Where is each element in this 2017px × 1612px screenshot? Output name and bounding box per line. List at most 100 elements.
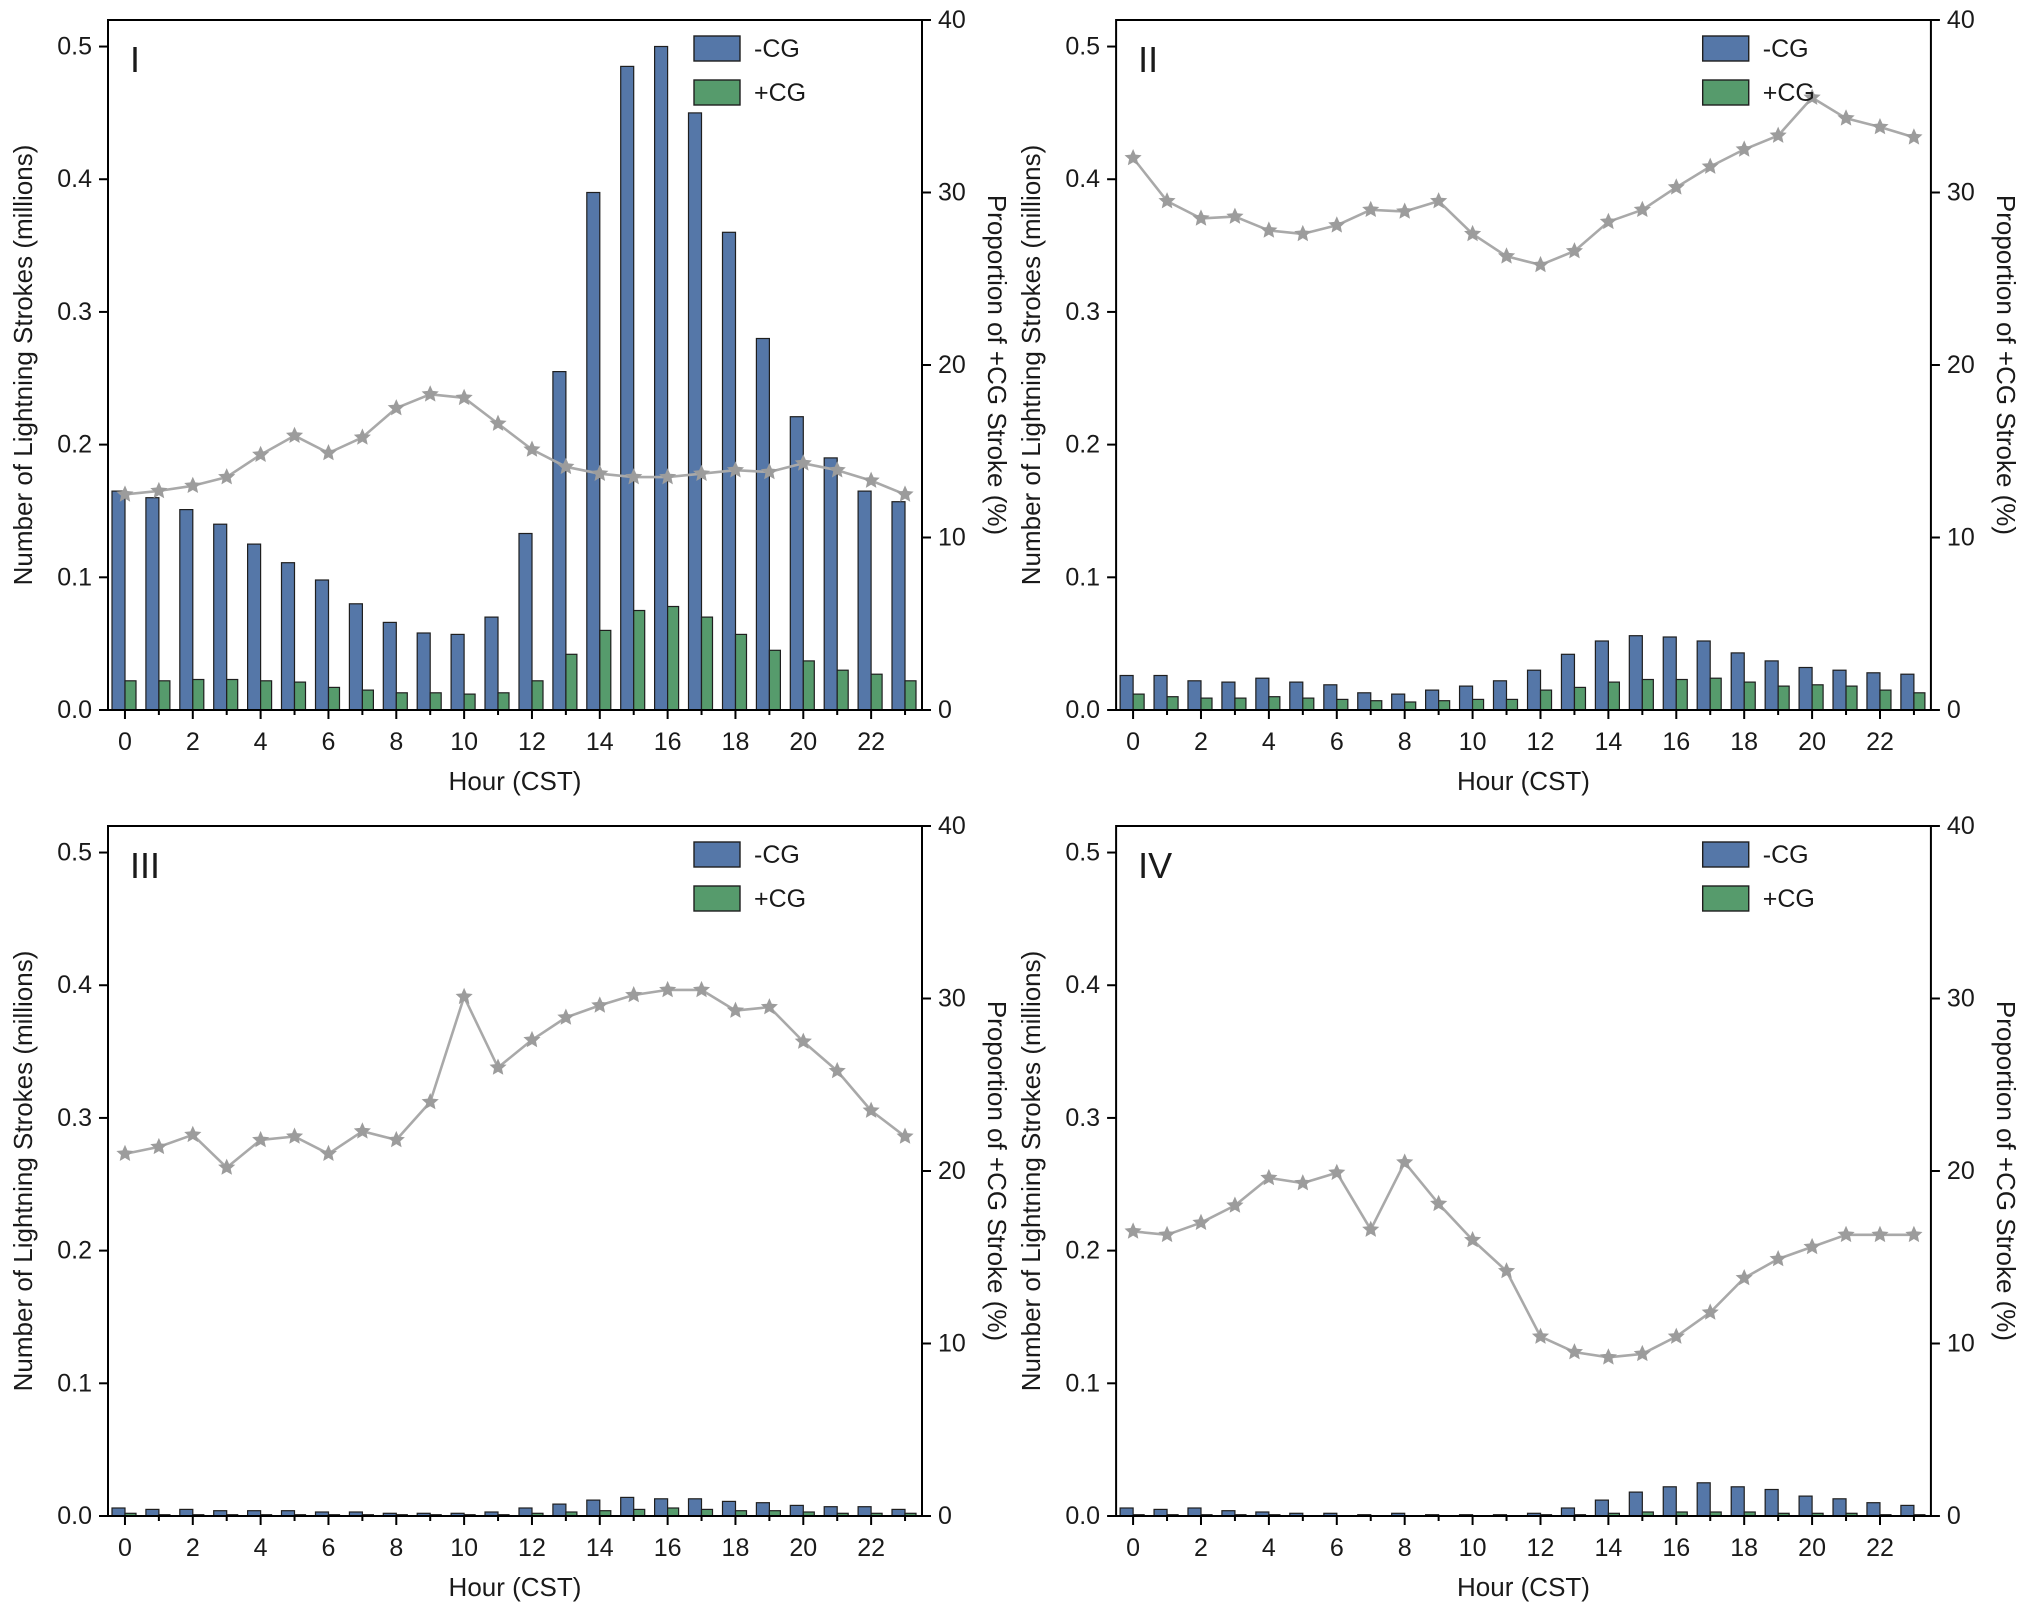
star-marker-hour-4	[252, 1130, 270, 1148]
legend-swatch-pos-cg	[1701, 885, 1750, 912]
bar-pos-cg-hour-15	[1641, 678, 1654, 711]
bar-neg-cg-hour-18	[1730, 1486, 1745, 1517]
star-marker-hour-0	[1124, 1222, 1142, 1239]
plot-area: 0.0 0.1 0.2 0.3 0.4 0.5 0 10 20 30 40 0 2 4 6 8 10 12 14 16…	[8, 6, 1008, 796]
bar-pos-cg-hour-3	[1234, 697, 1247, 711]
right-axis-title: Proportion of +CG Stroke (%)	[1991, 1001, 2017, 1341]
right-tick-label: 0	[938, 1502, 952, 1530]
bar-pos-cg-hour-20	[802, 660, 815, 711]
star-marker-hour-10	[1464, 224, 1482, 242]
right-tick-label: 0	[938, 696, 952, 724]
star-marker-hour-2	[184, 1125, 202, 1143]
bar-neg-cg-hour-6	[1323, 684, 1338, 711]
x-tick-label: 18	[722, 1534, 750, 1562]
legend: -CG +CG	[1701, 841, 1815, 913]
right-tick-label: 20	[938, 351, 966, 379]
star-marker-hour-21	[1837, 109, 1855, 126]
bar-pos-cg-hour-19	[1777, 685, 1790, 711]
star-marker-hour-9	[1430, 192, 1448, 209]
plot-area: 0.0 0.1 0.2 0.3 0.4 0.5 0 10 20 30 40 0 2 4 6 8 10 12 14 16…	[1016, 6, 2017, 796]
x-tick-label: 8	[1398, 728, 1412, 756]
star-marker-hour-6	[1328, 1163, 1346, 1180]
bar-neg-cg-hour-17	[687, 112, 703, 711]
star-marker-hour-9	[421, 385, 439, 402]
bar-pos-cg-hour-12	[1539, 689, 1553, 711]
legend: -CG +CG	[1701, 35, 1815, 107]
x-tick-label: 12	[518, 728, 546, 756]
bar-pos-cg-hour-0	[1132, 693, 1145, 711]
x-tick-label: 22	[857, 728, 885, 756]
bar-neg-cg-hour-15	[620, 1496, 635, 1517]
bar-pos-cg-hour-1	[1166, 696, 1179, 711]
x-tick-label: 6	[322, 728, 336, 756]
x-tick-label: 18	[722, 728, 750, 756]
star-marker-hour-20	[794, 1032, 812, 1049]
bar-neg-cg-hour-19	[755, 337, 771, 711]
bar-pos-cg-hour-23	[904, 680, 917, 711]
panel-4-chart: 0.0 0.1 0.2 0.3 0.4 0.5 0 10 20 30 40 0 2 4 6 8 10 12 14 16…	[1016, 812, 2017, 1602]
right-axis-title: Proportion of +CG Stroke (%)	[1991, 195, 2017, 535]
x-tick-label: 4	[1262, 728, 1276, 756]
bar-pos-cg-hour-21	[1845, 685, 1858, 711]
bar-neg-cg-hour-5	[1289, 681, 1304, 711]
panel-2: 0.0 0.1 0.2 0.3 0.4 0.5 0 10 20 30 40 0 2 4 6 8 10 12 14 16…	[1008, 0, 2017, 806]
star-marker-hour-1	[1158, 192, 1176, 209]
left-axis-title: Number of Lightning Strokes (millions)	[1016, 951, 1046, 1392]
bar-neg-cg-hour-21	[1832, 669, 1847, 711]
star-marker-hour-22	[862, 1101, 880, 1118]
bar-neg-cg-hour-8	[1391, 693, 1406, 711]
left-tick-label: 0.3	[1065, 298, 1100, 326]
bar-pos-cg-hour-9	[429, 692, 442, 711]
x-axis-title: Hour (CST)	[1457, 1572, 1590, 1602]
bar-neg-cg-hour-13	[1560, 653, 1576, 711]
star-marker-hour-3	[1226, 1196, 1244, 1213]
star-marker-hour-13	[1565, 242, 1583, 259]
star-marker-hour-18	[726, 461, 744, 478]
bar-pos-cg-hour-13	[565, 653, 578, 711]
left-axis-title: Number of Lightning Strokes (millions)	[1016, 145, 1046, 586]
star-marker-hour-2	[1192, 209, 1210, 226]
bar-neg-cg-hour-2	[179, 509, 194, 711]
left-tick-label: 0.4	[1065, 971, 1100, 999]
star-marker-hour-2	[1192, 1213, 1210, 1230]
bar-pos-cg-hour-14	[599, 629, 612, 711]
star-marker-hour-14	[1599, 1348, 1618, 1365]
left-tick-label: 0.3	[57, 298, 92, 326]
bar-neg-cg-hour-15	[620, 65, 635, 711]
bar-pos-cg-hour-12	[531, 680, 544, 711]
star-marker-hour-7	[1362, 1220, 1380, 1237]
legend-label: -CG	[754, 841, 800, 869]
x-tick-label: 2	[186, 1534, 200, 1562]
bar-neg-cg-hour-21	[823, 1506, 838, 1517]
star-marker-hour-19	[1769, 126, 1787, 143]
star-marker-hour-23	[1905, 1225, 1923, 1243]
x-tick-label: 22	[857, 1534, 885, 1562]
bar-pos-cg-hour-20	[1811, 684, 1824, 711]
bar-neg-cg-hour-14	[586, 191, 601, 711]
panel-4: 0.0 0.1 0.2 0.3 0.4 0.5 0 10 20 30 40 0 2 4 6 8 10 12 14 16…	[1008, 806, 2017, 1612]
panel-3: 0.0 0.1 0.2 0.3 0.4 0.5 0 10 20 30 40 0 2 4 6 8 10 12 14 16…	[0, 806, 1008, 1612]
x-tick-label: 8	[389, 728, 403, 756]
left-tick-label: 0.1	[57, 563, 92, 591]
star-marker-hour-10	[455, 987, 473, 1005]
bar-neg-cg-hour-14	[586, 1499, 601, 1517]
star-marker-hour-12	[1531, 1327, 1550, 1344]
bar-pos-cg-hour-4	[260, 680, 273, 711]
star-marker-hour-1	[1158, 1225, 1176, 1243]
right-tick-label: 30	[938, 179, 966, 207]
x-tick-label: 12	[518, 1534, 546, 1562]
right-tick-label: 40	[938, 812, 966, 840]
bar-neg-cg-hour-3	[1221, 681, 1236, 711]
star-marker-hour-7	[353, 428, 371, 445]
legend: -CG +CG	[693, 841, 806, 913]
star-marker-hour-17	[1701, 1303, 1719, 1320]
right-tick-label: 40	[1947, 812, 1975, 840]
x-tick-label: 8	[389, 1534, 403, 1562]
bar-pos-cg-hour-7	[1370, 700, 1383, 711]
bar-pos-cg-hour-16	[666, 605, 680, 711]
bar-neg-cg-hour-19	[1764, 660, 1779, 711]
bar-neg-cg-hour-13	[552, 371, 567, 711]
bar-neg-cg-hour-11	[1492, 680, 1508, 711]
x-tick-label: 10	[450, 728, 478, 756]
